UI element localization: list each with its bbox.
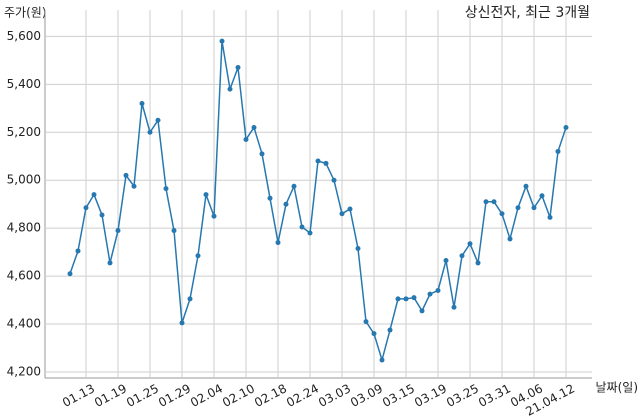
data-point (267, 195, 273, 201)
x-tick-label: 01.19 (92, 381, 129, 409)
x-tick-label: 02.10 (220, 381, 257, 409)
data-point (307, 230, 313, 236)
data-point (251, 124, 257, 130)
data-point (499, 211, 505, 217)
data-point (419, 308, 425, 314)
data-point (467, 241, 473, 247)
data-point (387, 327, 393, 333)
data-point (483, 199, 489, 205)
data-point (107, 260, 113, 266)
data-point (219, 38, 225, 44)
data-point (547, 214, 553, 220)
y-tick-label: 5,200 (7, 125, 41, 139)
data-point (531, 205, 537, 211)
data-point (187, 296, 193, 302)
data-point (539, 193, 545, 199)
data-point (299, 224, 305, 230)
data-point (515, 205, 521, 211)
x-tick-label: 03.03 (316, 381, 353, 409)
data-point (171, 228, 177, 234)
data-point (363, 319, 369, 325)
x-tick-label: 03.15 (380, 381, 417, 409)
y-tick-label: 4,600 (7, 269, 41, 283)
data-point (123, 172, 129, 178)
data-point (475, 260, 481, 266)
data-point (339, 211, 345, 217)
data-point (403, 296, 409, 302)
data-point (459, 253, 465, 259)
chart-title: 상신전자, 최근 3개월 (465, 5, 590, 21)
data-point (347, 206, 353, 212)
data-point (147, 129, 153, 135)
y-axis-label: 주가(원) (4, 6, 46, 20)
x-tick-label: 03.09 (348, 381, 385, 409)
x-tick-label: 03.25 (444, 381, 481, 409)
price-line (69, 41, 567, 363)
x-tick-label: 01.29 (156, 381, 193, 409)
data-point (507, 236, 513, 242)
y-tick-label: 4,200 (7, 365, 41, 379)
data-point (115, 228, 121, 234)
data-point (99, 212, 105, 218)
x-tick-label: 02.18 (252, 381, 289, 409)
data-point (379, 357, 385, 363)
data-point (211, 213, 217, 219)
data-point (491, 199, 497, 205)
data-point (275, 240, 281, 246)
data-point (155, 117, 161, 123)
data-point (427, 291, 433, 297)
data-point (203, 192, 209, 198)
data-point (227, 86, 233, 92)
data-point (451, 304, 457, 310)
x-tick-label: 02.04 (188, 381, 225, 409)
data-point (75, 248, 81, 254)
y-tick-label: 4,400 (7, 317, 41, 331)
data-point (139, 100, 145, 106)
data-point (67, 271, 73, 277)
y-tick-label: 5,400 (7, 77, 41, 91)
data-point (91, 192, 97, 198)
data-point (179, 320, 185, 326)
data-point (131, 183, 137, 189)
data-point (243, 136, 249, 142)
data-point (395, 296, 401, 302)
data-point (371, 331, 377, 337)
x-tick-label: 01.25 (124, 381, 161, 409)
data-point (315, 158, 321, 164)
y-tick-label: 5,600 (7, 29, 41, 43)
data-point (443, 258, 449, 264)
data-point (555, 148, 561, 154)
data-point (291, 183, 297, 189)
y-tick-label: 5,000 (7, 173, 41, 187)
data-point (83, 205, 89, 211)
data-point (523, 183, 529, 189)
data-point (259, 151, 265, 157)
data-point (163, 186, 169, 192)
data-point (195, 253, 201, 259)
x-tick-label: 01.13 (60, 381, 97, 409)
data-point (563, 124, 569, 130)
data-point (331, 177, 337, 183)
x-tick-label: 03.19 (412, 381, 449, 409)
y-tick-label: 4,800 (7, 221, 41, 235)
data-point (323, 160, 329, 166)
data-point (235, 65, 241, 71)
x-tick-label: 03.31 (476, 381, 513, 409)
data-point (435, 287, 441, 293)
data-point (355, 246, 361, 252)
data-point (283, 201, 289, 207)
x-tick-label: 02.24 (284, 381, 321, 409)
data-point (411, 295, 417, 301)
x-axis-label: 날짜(일) (596, 381, 638, 395)
